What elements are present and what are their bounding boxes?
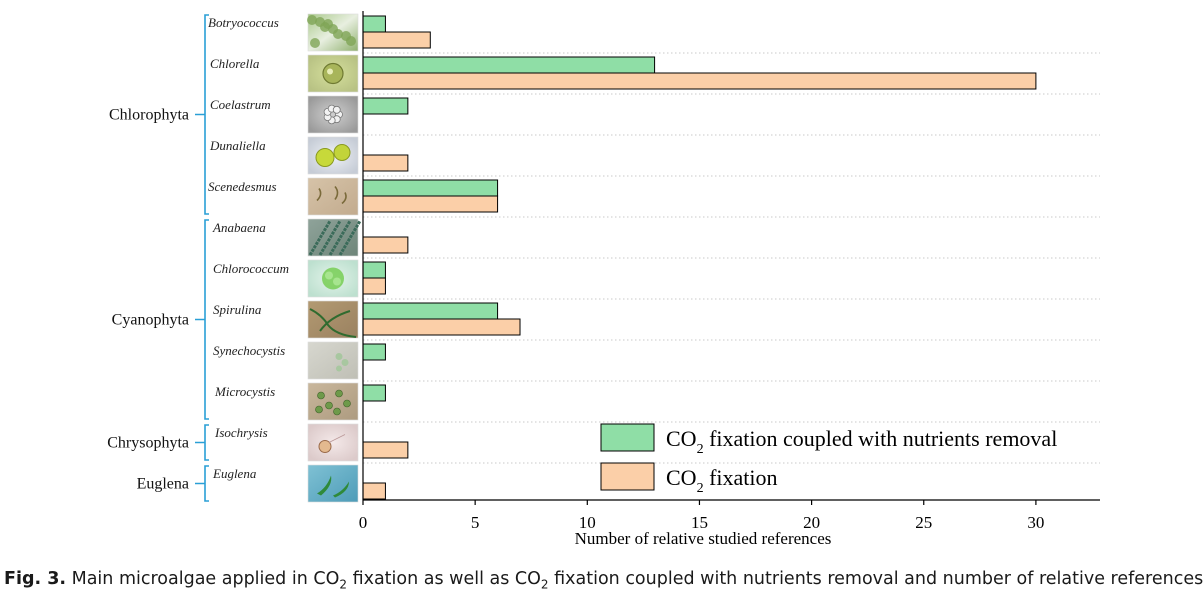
bar-botryococcus-fixation <box>362 31 431 49</box>
legend-label-coupled: CO2 fixation coupled with nutrients remo… <box>666 426 1057 457</box>
euglena-photo-icon <box>307 464 359 503</box>
legend-swatch-coupled <box>600 423 655 452</box>
bar-chart: 0 5 10 15 20 25 30 Number of relative studied … <box>107 11 1100 548</box>
thumbnail-column <box>307 13 362 503</box>
group-bracket-cyanophyta <box>195 219 209 420</box>
x-axis-ticks: 0 5 10 15 20 25 30 <box>359 500 1044 532</box>
phylum-groups: Chlorophyta Cyanophyta Chrysophyta Euglena <box>107 14 209 502</box>
x-tick-label: 30 <box>1027 513 1044 532</box>
bar-coelastrum-coupled <box>362 97 409 115</box>
caption-text: Main microalgae applied in CO2 fixation … <box>66 569 1203 592</box>
category-label-anabaena: Anabaena <box>212 220 266 235</box>
chlorococcum-photo-icon <box>307 259 359 298</box>
bar-euglena-fixation <box>362 482 386 500</box>
bar-anabaena-fixation <box>362 236 409 254</box>
group-bracket-chlorophyta <box>195 14 209 215</box>
bar-chlorella-coupled <box>362 56 656 74</box>
category-labels: Botryococcus Chlorella Coelastrum Dunaliell… <box>208 15 289 481</box>
bar-spirulina-fixation <box>362 318 521 336</box>
x-tick-label: 25 <box>915 513 932 532</box>
group-bracket-euglena <box>195 465 209 502</box>
category-label-coelastrum: Coelastrum <box>210 97 271 112</box>
category-label-chlorella: Chlorella <box>210 56 260 71</box>
legend-swatch-fixation <box>600 462 655 491</box>
bar-botryococcus-coupled <box>362 15 386 33</box>
x-tick-label: 0 <box>359 513 368 532</box>
anabaena-photo-icon <box>307 218 362 257</box>
group-bracket-chrysophyta <box>195 424 209 461</box>
scenedesmus-photo-icon <box>307 177 359 216</box>
x-tick-label: 20 <box>803 513 820 532</box>
spirulina-photo-icon <box>307 300 359 339</box>
synechocystis-photo-icon <box>307 341 359 380</box>
bar-microcystis-coupled <box>362 384 386 402</box>
group-label-chrysophyta: Chrysophyta <box>107 435 189 452</box>
x-axis-title: Number of relative studied references <box>575 529 832 548</box>
dunaliella-photo-icon <box>307 136 359 175</box>
category-label-dunaliella: Dunaliella <box>209 138 266 153</box>
row-separators <box>363 52 1100 464</box>
bar-chlorococcum-fixation <box>362 277 386 295</box>
category-label-spirulina: Spirulina <box>213 302 262 317</box>
microcystis-photo-icon <box>307 382 359 421</box>
category-label-microcystis: Microcystis <box>214 384 275 399</box>
x-tick-label: 10 <box>579 513 596 532</box>
bar-scenedesmus-fixation <box>362 195 499 213</box>
bar-dunaliella-fixation <box>362 154 409 172</box>
category-label-scenedesmus: Scenedesmus <box>208 179 277 194</box>
group-label-euglena: Euglena <box>137 476 189 493</box>
category-label-botryococcus: Botryococcus <box>208 15 279 30</box>
group-label-cyanophyta: Cyanophyta <box>112 312 189 329</box>
x-tick-label: 15 <box>691 513 708 532</box>
botryococcus-photo-icon <box>307 13 359 52</box>
bar-spirulina-coupled <box>362 302 499 320</box>
category-label-chlorococcum: Chlorococcum <box>213 261 289 276</box>
x-tick-label: 5 <box>471 513 480 532</box>
isochrysis-photo-icon <box>307 423 359 462</box>
legend-label-fixation: CO2 fixation <box>666 465 778 496</box>
figure-caption: Fig. 3. Main microalgae applied in CO2 f… <box>4 569 1203 592</box>
bar-chlorococcum-coupled <box>362 261 386 279</box>
caption-label: Fig. 3. <box>4 569 67 589</box>
bar-synechocystis-coupled <box>362 343 386 361</box>
category-label-euglena: Euglena <box>212 466 257 481</box>
coelastrum-photo-icon <box>307 95 359 134</box>
category-label-synechocystis: Synechocystis <box>213 343 285 358</box>
chlorella-photo-icon <box>307 54 359 93</box>
group-label-chlorophyta: Chlorophyta <box>109 107 189 124</box>
category-label-isochrysis: Isochrysis <box>214 425 268 440</box>
bar-scenedesmus-coupled <box>362 179 499 197</box>
bar-isochrysis-fixation <box>362 441 409 459</box>
bar-chlorella-fixation <box>362 72 1037 90</box>
legend: CO2 fixation coupled with nutrients remo… <box>600 423 1057 496</box>
